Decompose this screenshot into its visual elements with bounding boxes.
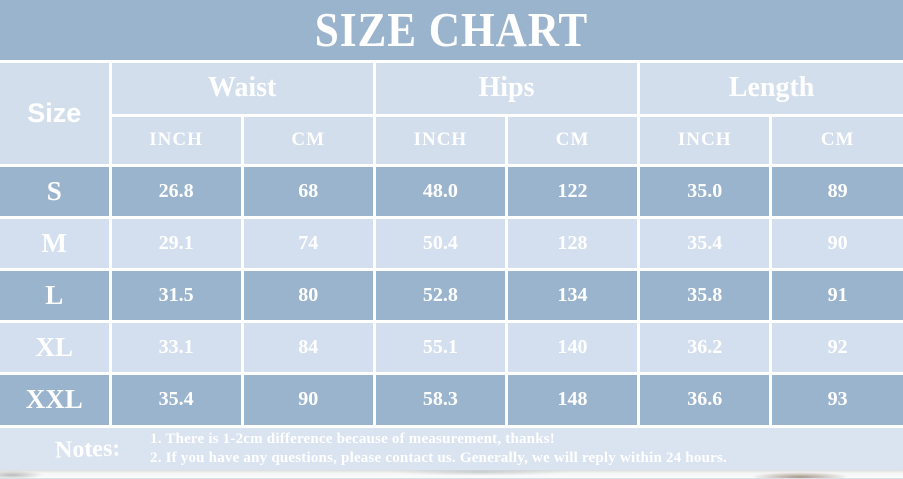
page-title: SIZE CHART [314,2,589,57]
table-cell: 140 [504,319,641,375]
column-header-length: Length [637,61,903,117]
table-cell: 74 [240,215,376,271]
table-cell: 58.3 [372,371,508,427]
table-cell: 36.6 [637,371,773,427]
table-row-xxl: XXL 35.4 90 58.3 148 36.6 93 [0,371,903,427]
table-cell: 35.0 [637,163,773,219]
table-cell: 122 [504,163,641,219]
table-cell: 29.1 [108,215,244,271]
table-row-s: S 26.8 68 48.0 122 35.0 89 [0,163,903,219]
table-cell: 93 [769,371,903,427]
table-row-xl: XL 33.1 84 55.1 140 36.2 92 [0,319,903,375]
unit-header-hips-inch: INCH [372,113,508,167]
size-table: Size Waist Hips Length INCH CM INCH CM I… [0,61,903,427]
size-row-label: XL [0,319,112,375]
column-header-hips: Hips [372,61,641,117]
photo-edge-strip [0,470,903,478]
unit-header-hips-cm: CM [504,113,641,167]
notes-label: Notes: [54,434,121,464]
table-cell: 90 [240,371,376,427]
table-cell: 35.8 [637,267,773,323]
unit-header-length-cm: CM [769,113,903,167]
header-group-row: Size Waist Hips Length [0,61,903,167]
table-cell: 68 [240,163,376,219]
table-cell: 134 [504,267,641,323]
table-cell: 33.1 [108,319,244,375]
unit-header-length-inch: INCH [637,113,773,167]
size-row-label: L [0,267,112,323]
table-cell: 31.5 [108,267,244,323]
unit-header-waist-cm: CM [240,113,376,167]
note-line-1: 1. There is 1-2cm difference because of … [150,431,556,447]
table-cell: 26.8 [108,163,244,219]
table-cell: 128 [504,215,641,271]
column-header-size: Size [0,61,112,167]
size-row-label: S [0,163,112,219]
table-cell: 91 [769,267,903,323]
note-line-2: 2. If you have any questions, please con… [150,450,727,466]
notes-section: Notes: 1. There is 1-2cm difference beca… [0,425,903,470]
table-cell: 36.2 [637,319,773,375]
table-cell: 84 [240,319,376,375]
header-unit-row: INCH CM INCH CM INCH CM [0,113,903,167]
table-row-l: L 31.5 80 52.8 134 35.8 91 [0,267,903,323]
table-cell: 89 [769,163,903,219]
unit-header-waist-inch: INCH [108,113,244,167]
table-cell: 35.4 [637,215,773,271]
title-band: SIZE CHART [0,0,903,63]
size-row-label: M [0,215,112,271]
column-header-waist: Waist [108,61,376,117]
table-cell: 55.1 [372,319,508,375]
table-cell: 50.4 [372,215,508,271]
table-cell: 48.0 [372,163,508,219]
size-row-label: XXL [0,371,112,427]
notes-lines: 1. There is 1-2cm difference because of … [150,430,727,468]
table-cell: 52.8 [372,267,508,323]
table-row-m: M 29.1 74 50.4 128 35.4 90 [0,215,903,271]
table-cell: 148 [504,371,641,427]
table-cell: 35.4 [108,371,244,427]
table-cell: 80 [240,267,376,323]
table-cell: 90 [769,215,903,271]
table-cell: 92 [769,319,903,375]
